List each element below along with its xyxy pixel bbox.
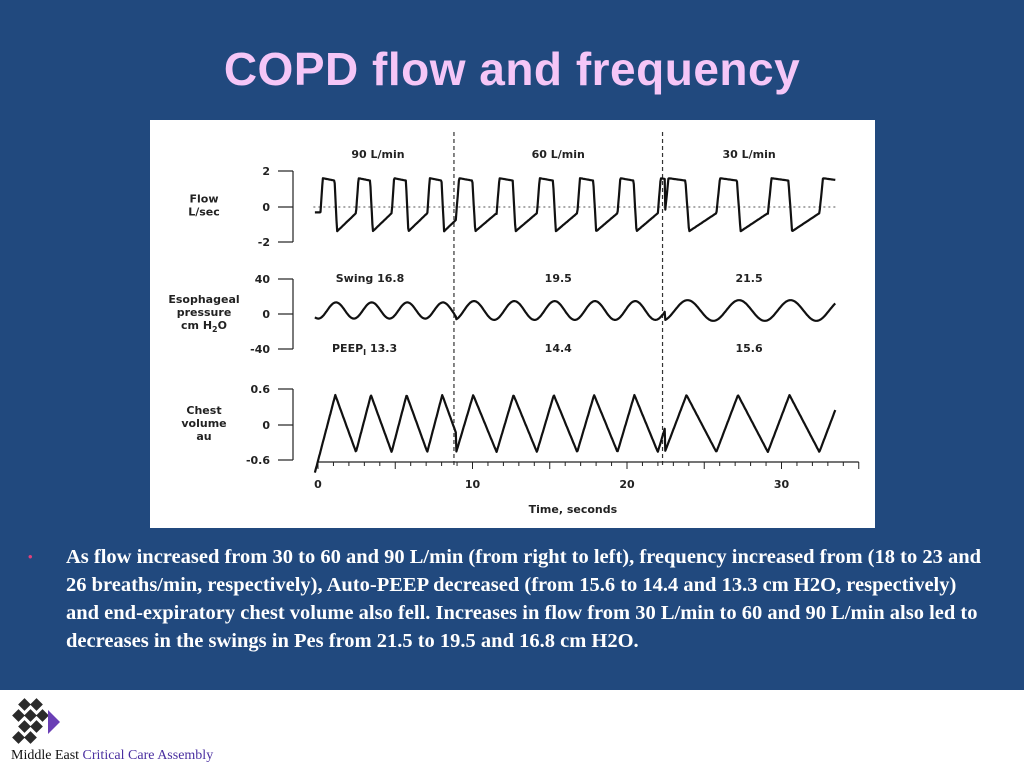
peep-value-label: 15.6	[735, 342, 762, 355]
chart-figure: Flow L/sec Esophageal pressure cm H2O Chest vo…	[150, 120, 875, 528]
footer-org-part1: Middle East	[11, 748, 80, 763]
y-axis-label: au	[196, 430, 211, 443]
segment-flow-label: 60 L/min	[532, 148, 585, 161]
slide-title: COPD flow and frequency	[223, 43, 801, 95]
y-tick-label: -40	[250, 343, 270, 356]
segment-flow-label: 90 L/min	[351, 148, 404, 161]
chest-volume-trace	[313, 393, 837, 473]
esophageal-pressure-trace	[314, 299, 837, 322]
y-tick-label: -0.6	[246, 454, 270, 467]
y-axis-label: Chest	[186, 404, 221, 417]
x-tick-label: 20	[619, 478, 635, 491]
footer: Middle East Critical Care Assembly	[0, 690, 1024, 768]
y-axis-label: volume	[181, 417, 226, 430]
pes-swing-label: 19.5	[545, 272, 572, 285]
peep-label: PEEPI 13.3	[332, 342, 397, 357]
y-axis-label: L/sec	[188, 206, 220, 219]
footer-org-part2: Critical Care Assembly	[82, 748, 214, 763]
footer-organization: Middle East Critical Care Assembly	[11, 748, 213, 764]
x-tick-label: 0	[314, 478, 322, 491]
y-axis-label: Flow	[189, 193, 218, 206]
pes-swing-label: 21.5	[735, 272, 762, 285]
bullet-text: As flow increased from 30 to 60 and 90 L…	[66, 546, 982, 652]
y-tick-label: 0.6	[251, 383, 271, 396]
y-axis-label: cm H2O	[181, 319, 227, 334]
y-tick-label: 0	[262, 308, 270, 321]
assembly-logo-icon	[12, 698, 60, 744]
y-tick-label: 2	[262, 165, 270, 178]
chart-traces	[313, 177, 837, 473]
peep-value-label: 14.4	[545, 342, 572, 355]
pes-swing-label: Swing 16.8	[336, 272, 405, 285]
x-axis-label: Time, seconds	[529, 503, 618, 516]
y-tick-label: 0	[262, 419, 270, 432]
y-axis-label: Esophageal	[168, 293, 239, 306]
y-tick-label: 0	[262, 201, 270, 214]
flow-trace	[314, 177, 836, 233]
y-tick-label: 40	[255, 273, 271, 286]
bullet-marker: •	[28, 549, 33, 564]
segment-flow-label: 30 L/min	[722, 148, 775, 161]
y-tick-label: -2	[258, 236, 270, 249]
x-tick-label: 10	[465, 478, 481, 491]
y-axis-label: pressure	[177, 306, 232, 319]
x-tick-label: 30	[774, 478, 790, 491]
